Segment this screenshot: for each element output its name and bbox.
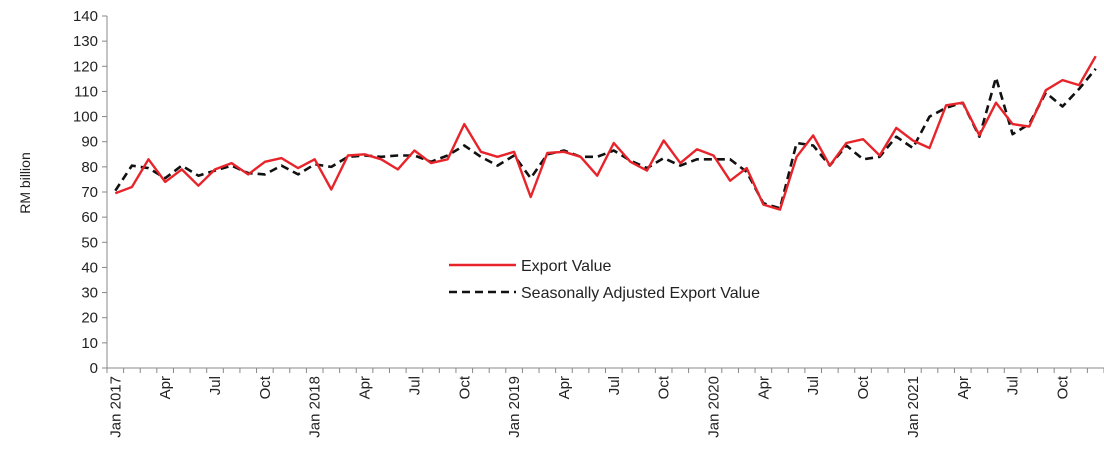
- x-tick-label: Oct: [855, 375, 872, 399]
- x-tick-label: Apr: [556, 376, 573, 399]
- x-tick-label: Apr: [955, 376, 972, 399]
- x-axis: Jan 2017 Apr Jul Oct Jan 2018 Apr Jul Oct Jan 20…: [106, 367, 1104, 438]
- x-tick-label: Jan 2021: [905, 376, 922, 438]
- y-tick-label: 0: [90, 360, 98, 377]
- y-tick-label: 20: [81, 310, 98, 327]
- x-tick-label: Apr: [755, 376, 772, 399]
- y-tick-label: 60: [81, 209, 98, 226]
- x-tick-label: Oct: [656, 375, 673, 399]
- x-tick-label: Jul: [606, 376, 623, 395]
- legend-label-seasonally-adjusted: Seasonally Adjusted Export Value: [521, 285, 760, 302]
- legend: Export Value Seasonally Adjusted Export …: [449, 258, 760, 302]
- y-tick-label: 140: [73, 8, 98, 25]
- y-tick-label: 120: [73, 58, 98, 75]
- x-tick-label: Jan 2019: [506, 376, 523, 438]
- x-tick-label: Jan 2020: [706, 376, 723, 438]
- y-axis-title: RM billion: [17, 152, 33, 213]
- x-tick-label: Jul: [406, 376, 423, 395]
- y-tick-label: 50: [81, 234, 98, 251]
- y-tick-label: 110: [74, 83, 98, 100]
- legend-label-export-value: Export Value: [521, 258, 612, 275]
- series-line-seasonally-adjusted: [114, 67, 1097, 210]
- x-tick-label: Jul: [1005, 376, 1022, 395]
- x-tick-label: Jan 2017: [107, 376, 124, 438]
- y-tick-label: 70: [81, 184, 98, 201]
- x-tick-label: Jan 2018: [307, 376, 324, 438]
- y-tick-label: 130: [73, 33, 98, 50]
- y-tick-label: 40: [81, 259, 98, 276]
- y-tick-label: 30: [81, 285, 98, 302]
- x-tick-label: Oct: [257, 375, 274, 399]
- x-tick-label: Oct: [456, 375, 473, 399]
- series-lines: [114, 55, 1097, 211]
- y-tick-label: 90: [81, 134, 98, 151]
- y-tick-label: 100: [73, 109, 98, 126]
- x-tick-label: Jul: [805, 376, 822, 395]
- x-tick-label: Jul: [207, 376, 224, 395]
- x-tick-label: Apr: [357, 376, 374, 399]
- y-tick-label: 80: [81, 159, 98, 176]
- series-line-export-value: [114, 55, 1097, 211]
- y-tick-label: 10: [81, 335, 98, 352]
- x-tick-label: Apr: [157, 376, 174, 399]
- x-tick-label: Oct: [1054, 375, 1071, 399]
- y-axis: 0 10 20 30 40 50 60 70 80 90 100 110 120 130 140: [73, 8, 108, 377]
